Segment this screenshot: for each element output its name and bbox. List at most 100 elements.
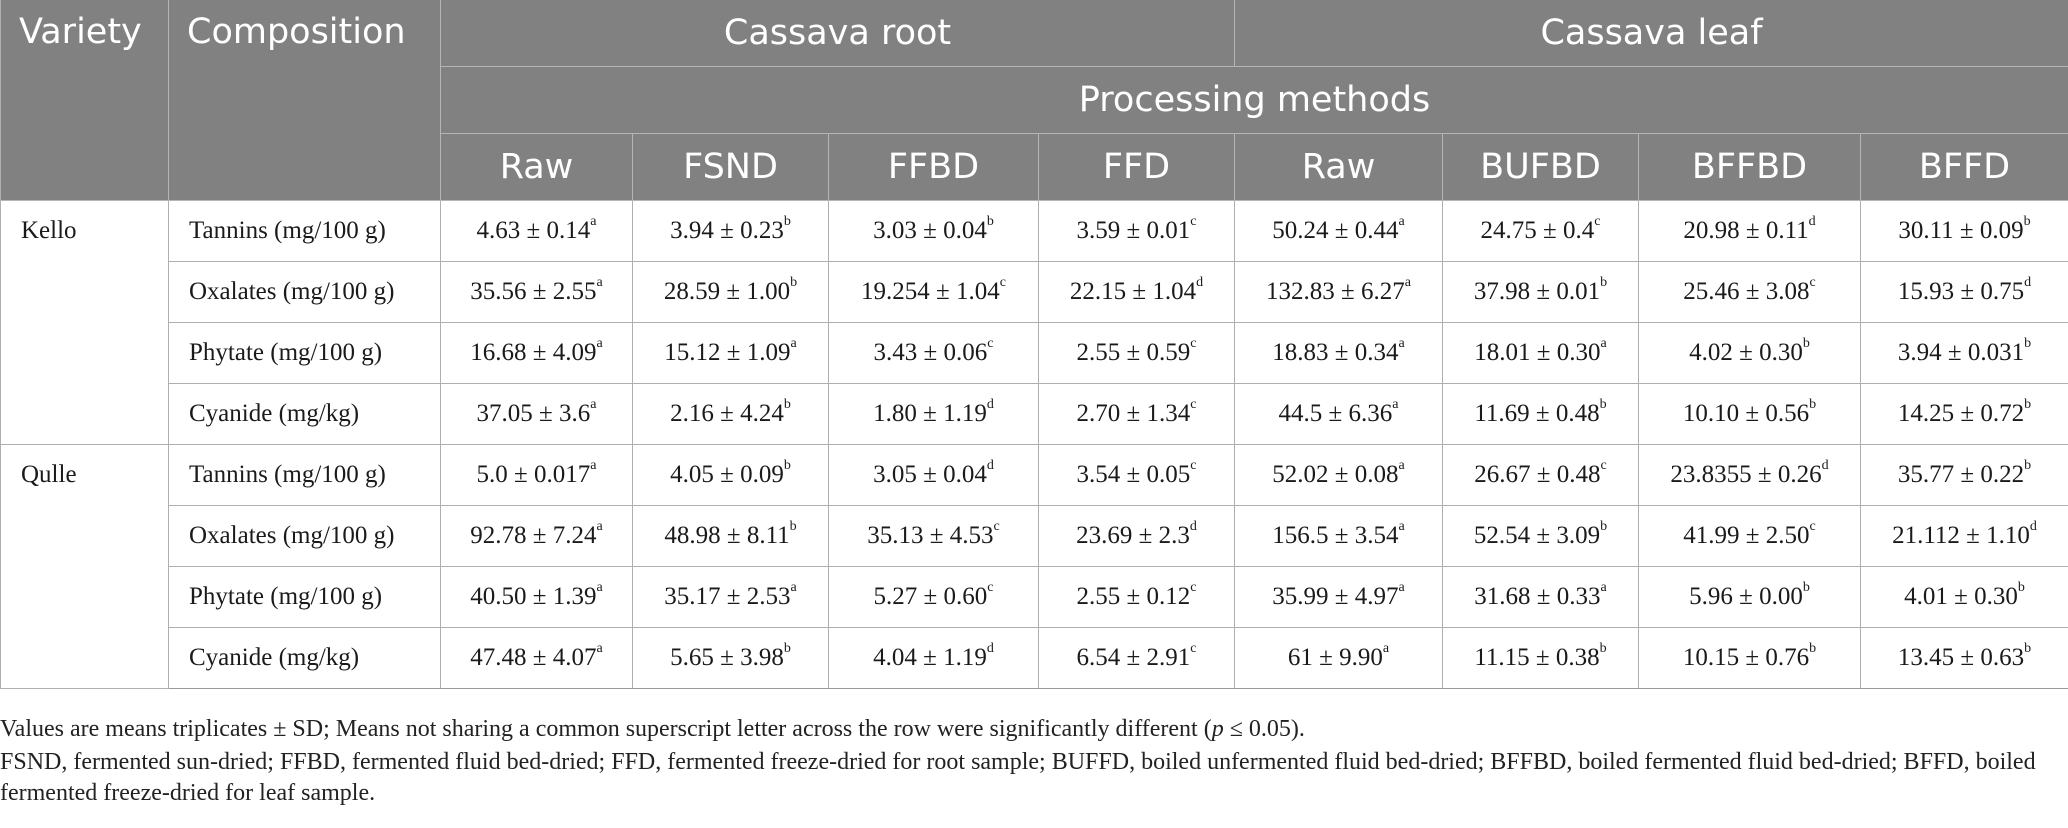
value-text: 40.50 ± 1.39 bbox=[470, 583, 597, 610]
significance-letter: b bbox=[2024, 457, 2032, 473]
value-cell: 5.65 ± 3.98b bbox=[632, 627, 829, 689]
significance-letter: b bbox=[1809, 640, 1817, 656]
value-cell: 6.54 ± 2.91c bbox=[1038, 627, 1236, 689]
significance-letter: b bbox=[2017, 579, 2025, 595]
value-cell: 35.17 ± 2.53a bbox=[632, 566, 829, 628]
significance-letter: d bbox=[2029, 518, 2037, 534]
significance-letter: a bbox=[590, 457, 597, 473]
value-text: 23.69 ± 2.3 bbox=[1076, 522, 1190, 549]
value-text: 14.25 ± 0.72 bbox=[1897, 400, 2025, 427]
significance-letter: b bbox=[790, 274, 798, 290]
significance-letter: c bbox=[1190, 457, 1197, 473]
value-text: 18.83 ± 0.34 bbox=[1272, 339, 1399, 366]
value-text: 26.67 ± 0.48 bbox=[1474, 461, 1601, 488]
table-row: Cyanide (mg/kg) 47.48 ± 4.07a 5.65 ± 3.98b… bbox=[1, 627, 2068, 689]
value-cell: 18.01 ± 0.30a bbox=[1442, 322, 1640, 384]
table-row: Cyanide (mg/kg) 37.05 ± 3.6a 2.16 ± 4.24b 1… bbox=[1, 383, 2068, 445]
header-method-leaf-raw: Raw bbox=[1234, 133, 1444, 201]
value-cell: 4.04 ± 1.19d bbox=[828, 627, 1039, 689]
value-text: 30.11 ± 0.09 bbox=[1898, 217, 2024, 244]
value-text: 52.02 ± 0.08 bbox=[1272, 461, 1399, 488]
footnote-significance-text: Values are means triplicates ± SD; Means… bbox=[0, 716, 1212, 742]
value-cell: 132.83 ± 6.27a bbox=[1234, 261, 1444, 323]
header-method-bffbd: BFFBD bbox=[1638, 133, 1862, 201]
value-text: 61 ± 9.90 bbox=[1287, 644, 1383, 671]
significance-letter: c bbox=[987, 335, 994, 351]
value-cell: 3.43 ± 0.06c bbox=[828, 322, 1039, 384]
value-text: 3.59 ± 0.01 bbox=[1076, 217, 1191, 244]
value-cell: 20.98 ± 0.11d bbox=[1638, 200, 1862, 262]
header-method-ffd: FFD bbox=[1038, 133, 1236, 201]
significance-letter: a bbox=[1600, 335, 1607, 351]
significance-letter: d bbox=[1189, 518, 1197, 534]
significance-letter: c bbox=[1809, 518, 1816, 534]
value-cell: 3.54 ± 0.05c bbox=[1038, 444, 1236, 506]
significance-letter: b bbox=[2024, 396, 2032, 412]
value-text: 4.02 ± 0.30 bbox=[1689, 339, 1803, 366]
value-text: 1.80 ± 1.19 bbox=[873, 400, 987, 427]
value-cell: 3.59 ± 0.01c bbox=[1038, 200, 1236, 262]
value-cell: 50.24 ± 0.44a bbox=[1234, 200, 1444, 262]
variety-cell: Kello bbox=[0, 200, 169, 445]
table-row: Oxalates (mg/100 g) 92.78 ± 7.24a 48.98 ± … bbox=[1, 505, 2068, 567]
significance-letter: b bbox=[1809, 396, 1817, 412]
value-cell: 35.13 ± 4.53c bbox=[828, 505, 1039, 567]
value-cell: 47.48 ± 4.07a bbox=[440, 627, 633, 689]
significance-letter: d bbox=[986, 457, 994, 473]
value-cell: 5.27 ± 0.60c bbox=[828, 566, 1039, 628]
value-text: 15.93 ± 0.75 bbox=[1897, 278, 2025, 305]
table-body: Kello Tannins (mg/100 g) 4.63 ± 0.14a 3.94 … bbox=[0, 200, 2068, 689]
value-cell: 21.112 ± 1.10d bbox=[1860, 505, 2068, 567]
value-text: 50.24 ± 0.44 bbox=[1272, 217, 1399, 244]
value-cell: 4.05 ± 0.09b bbox=[632, 444, 829, 506]
significance-letter: d bbox=[1808, 213, 1816, 229]
value-cell: 4.63 ± 0.14a bbox=[440, 200, 633, 262]
value-text: 5.65 ± 3.98 bbox=[670, 644, 784, 671]
value-text: 35.77 ± 0.22 bbox=[1897, 461, 2025, 488]
table-row: Oxalates (mg/100 g) 35.56 ± 2.55a 28.59 ± … bbox=[1, 261, 2068, 323]
value-cell: 3.94 ± 0.031b bbox=[1860, 322, 2068, 384]
value-text: 10.15 ± 0.76 bbox=[1682, 644, 1810, 671]
significance-letter: c bbox=[1594, 213, 1601, 229]
significance-letter: c bbox=[1190, 640, 1197, 656]
significance-letter: a bbox=[1398, 457, 1405, 473]
header-cassava-leaf: Cassava leaf bbox=[1234, 0, 2068, 67]
header-method-bufbd: BUFBD bbox=[1442, 133, 1640, 201]
value-text: 3.54 ± 0.05 bbox=[1076, 461, 1191, 488]
value-cell: 26.67 ± 0.48c bbox=[1442, 444, 1640, 506]
composition-cell: Phytate (mg/100 g) bbox=[168, 566, 441, 628]
value-cell: 40.50 ± 1.39a bbox=[440, 566, 633, 628]
significance-letter: a bbox=[790, 335, 797, 351]
value-text: 31.68 ± 0.33 bbox=[1474, 583, 1601, 610]
value-cell: 61 ± 9.90a bbox=[1234, 627, 1444, 689]
value-text: 52.54 ± 3.09 bbox=[1473, 522, 1601, 549]
value-text: 2.70 ± 1.34 bbox=[1076, 400, 1191, 427]
significance-letter: b bbox=[783, 213, 791, 229]
significance-letter: a bbox=[1382, 640, 1390, 656]
composition-cell: Oxalates (mg/100 g) bbox=[168, 261, 441, 323]
header-composition: Composition bbox=[168, 0, 441, 201]
value-cell: 15.93 ± 0.75d bbox=[1860, 261, 2068, 323]
significance-letter: d bbox=[1821, 457, 1829, 473]
significance-letter: c bbox=[1190, 335, 1197, 351]
value-text: 92.78 ± 7.24 bbox=[470, 522, 597, 549]
value-text: 35.99 ± 4.97 bbox=[1272, 583, 1399, 610]
significance-letter: b bbox=[1599, 640, 1607, 656]
data-table: Variety Composition Cassava root Cassava… bbox=[0, 0, 2068, 689]
significance-letter: a bbox=[790, 579, 797, 595]
significance-letter: a bbox=[590, 396, 597, 412]
value-text: 35.13 ± 4.53 bbox=[867, 522, 994, 549]
footnote-significance: Values are means triplicates ± SD; Means… bbox=[0, 714, 2068, 745]
significance-letter: a bbox=[1398, 518, 1405, 534]
significance-letter: a bbox=[1392, 396, 1399, 412]
table-row: Kello Tannins (mg/100 g) 4.63 ± 0.14a 3.94 … bbox=[0, 200, 2068, 445]
value-cell: 19.254 ± 1.04c bbox=[828, 261, 1039, 323]
value-cell: 23.8355 ± 0.26d bbox=[1638, 444, 1862, 506]
significance-letter: c bbox=[1190, 396, 1197, 412]
significance-letter: a bbox=[1600, 579, 1607, 595]
value-cell: 37.05 ± 3.6a bbox=[440, 383, 633, 445]
significance-letter: a bbox=[596, 579, 603, 595]
significance-letter: a bbox=[596, 274, 603, 290]
value-cell: 4.02 ± 0.30b bbox=[1638, 322, 1862, 384]
table-footnotes: Values are means triplicates ± SD; Means… bbox=[0, 714, 2068, 809]
